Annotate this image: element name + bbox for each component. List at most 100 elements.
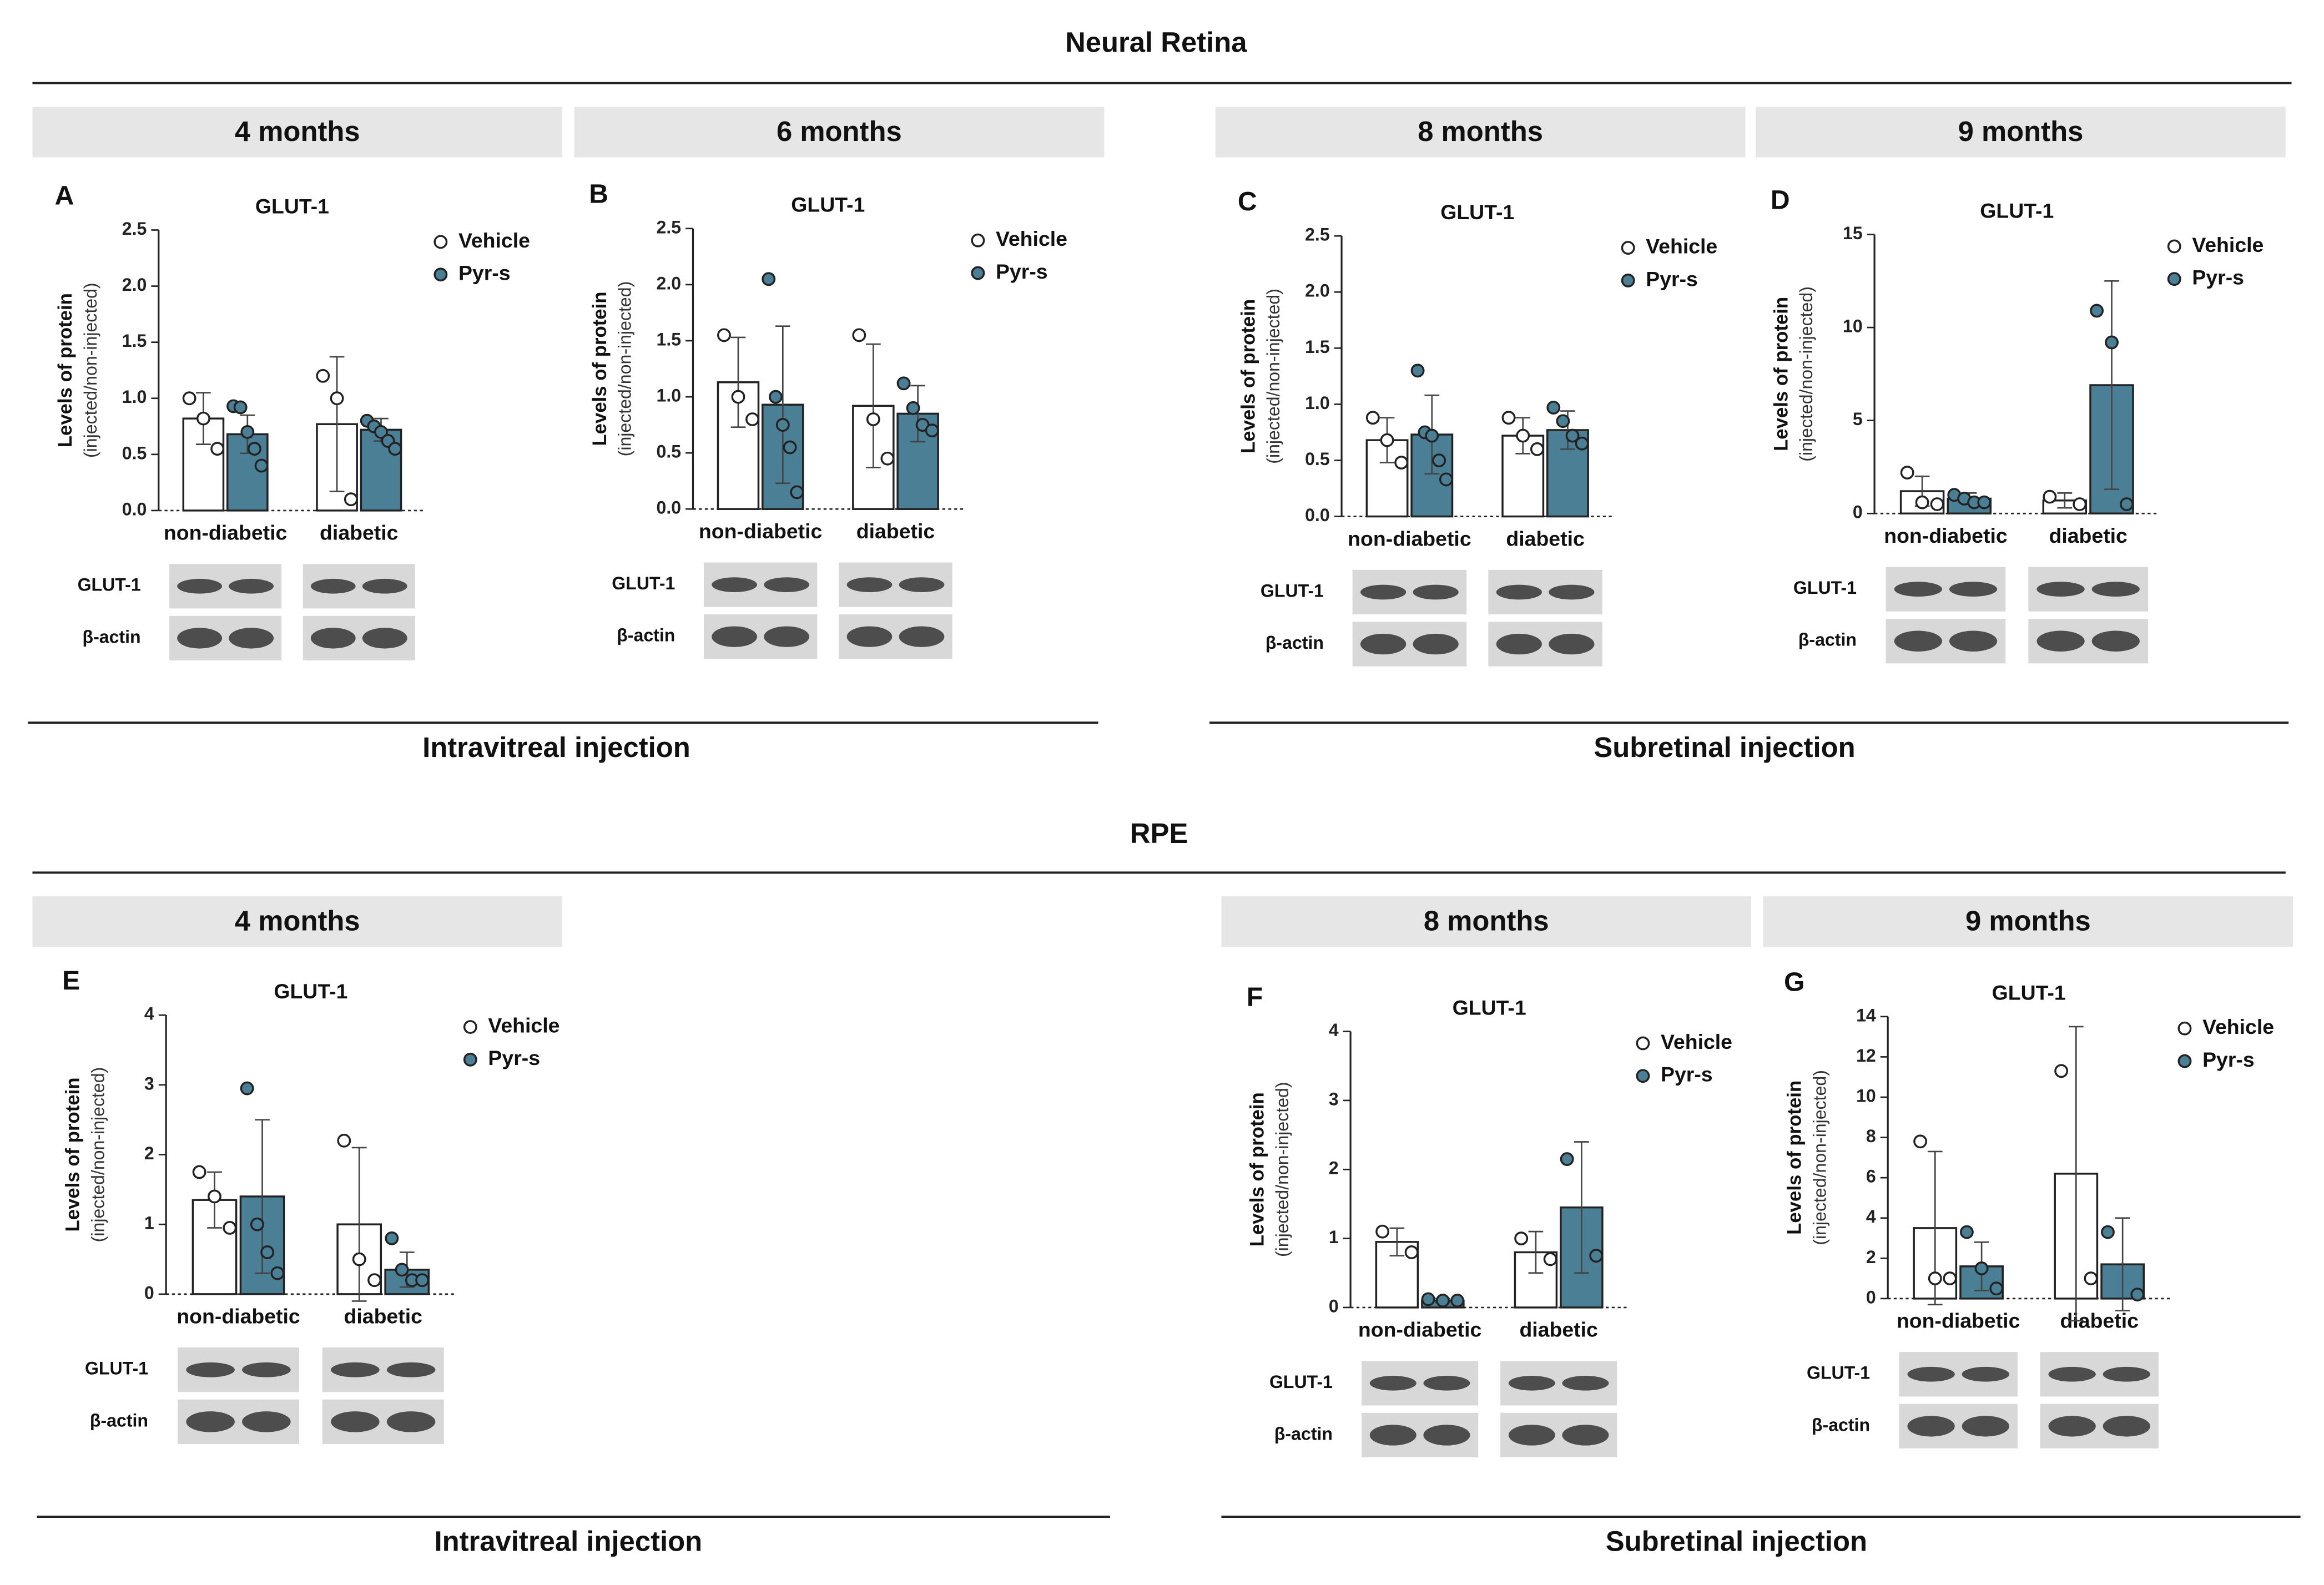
data-point [1432,453,1446,467]
data-point [1514,1231,1529,1246]
blot-band [1562,1425,1609,1446]
error-bar [351,1147,367,1302]
data-point [2120,497,2134,511]
y-tick-label: 2 [1866,1247,1876,1267]
panel-letter: C [1238,186,1257,216]
injection-label: Subretinal injection [1594,731,1855,763]
data-point [717,328,731,342]
y-axis-note: (injected/non-injected) [80,282,100,458]
blot-band [1360,584,1407,600]
legend-label: Vehicle [996,227,1067,250]
blot-band [177,628,223,649]
blot-band [1894,630,1942,652]
y-tick-label: 10 [1856,1086,1876,1106]
data-point [1546,401,1561,415]
blot-band [2048,1366,2096,1382]
legend-marker [2167,272,2181,286]
x-tick-label: non-diabetic [1897,1309,2020,1332]
data-point [250,1217,264,1231]
panel-letter: D [1771,185,1790,215]
x-tick-label: diabetic [1519,1318,1597,1341]
injection-label: Intravitreal injection [422,731,690,763]
legend-label: Vehicle [1661,1030,1732,1053]
month-label: 4 months [235,115,360,147]
blot-band [2036,630,2085,652]
legend-label: Vehicle [1646,234,1717,258]
data-point [395,1263,409,1277]
legend-label: Pyr-s [2202,1048,2255,1071]
data-point [1913,1134,1928,1149]
y-tick-label: 2.0 [1305,281,1330,301]
blot-band [1413,633,1459,655]
data-point [182,391,196,406]
y-tick-label: 12 [1856,1046,1876,1066]
blot-band [1369,1375,1416,1391]
data-point [1989,1281,2004,1296]
data-point [745,412,759,426]
blot-band [1907,1366,1955,1382]
blot-band [1413,584,1459,600]
panel-letter: G [1784,967,1804,997]
legend-label: Pyr-s [996,260,1048,283]
x-tick-label: non-diabetic [1358,1318,1481,1341]
data-point [240,1081,254,1096]
data-point [196,411,210,426]
blot-label: β-actin [1274,1424,1333,1443]
month-label: 9 months [1965,905,2091,937]
blot-band [1894,582,1942,597]
blot-label: GLUT-1 [85,1359,148,1379]
month-box [32,896,563,947]
y-tick-label: 0.5 [122,443,147,463]
blot-band [1423,1375,1470,1391]
data-point [192,1165,206,1179]
blot-band [1907,1416,1955,1437]
data-point [1365,411,1380,425]
chart-title: GLUT-1 [274,980,347,1003]
x-tick-label: diabetic [2049,524,2127,547]
data-point [240,425,255,439]
blot-label: β-actin [90,1410,148,1430]
x-tick-label: non-diabetic [164,521,287,544]
blot-band [1962,1416,2009,1437]
data-point [2090,304,2104,318]
legend-marker [1636,1069,1650,1083]
data-point [775,418,790,432]
y-axis-note: (injected/non-injected) [1809,1070,1829,1245]
error-bar [910,385,926,443]
y-tick-label: 15 [1843,223,1863,243]
chart-title: GLUT-1 [1453,996,1526,1019]
y-axis-label: Levels of protein [1784,1081,1806,1235]
y-axis-note: (injected/non-injected) [1796,286,1816,462]
month-label: 6 months [777,115,902,147]
y-axis-label: Levels of protein [1247,1092,1268,1246]
blot-band [2103,1416,2150,1437]
month-box [1221,896,1752,947]
data-point [223,1221,237,1235]
data-point [270,1266,285,1280]
blot-band [1962,1366,2009,1382]
legend-label: Pyr-s [1661,1063,1713,1086]
data-point [1977,495,1992,509]
legend-marker [2177,1021,2192,1036]
section-title: Neural Retina [1065,27,1247,58]
x-tick-label: diabetic [344,1305,422,1328]
month-box [1763,896,2293,947]
blot-band [846,626,893,647]
blot-band [2036,582,2085,597]
x-tick-label: diabetic [856,519,935,543]
blot-band [1508,1425,1555,1446]
legend-label: Vehicle [2202,1015,2274,1038]
legend-marker [433,267,448,282]
month-label: 8 months [1424,905,1549,937]
x-tick-label: non-diabetic [1348,527,1471,550]
blot-band [899,577,945,592]
data-point [1930,497,1944,511]
y-axis-note: (injected/non-injected) [1272,1082,1292,1257]
blot-label: GLUT-1 [1793,578,1857,598]
y-tick-label: 1.5 [1305,337,1330,357]
legend-marker [2167,239,2181,254]
data-point [866,412,880,426]
y-tick-label: 2 [144,1143,154,1163]
data-point [316,369,330,383]
